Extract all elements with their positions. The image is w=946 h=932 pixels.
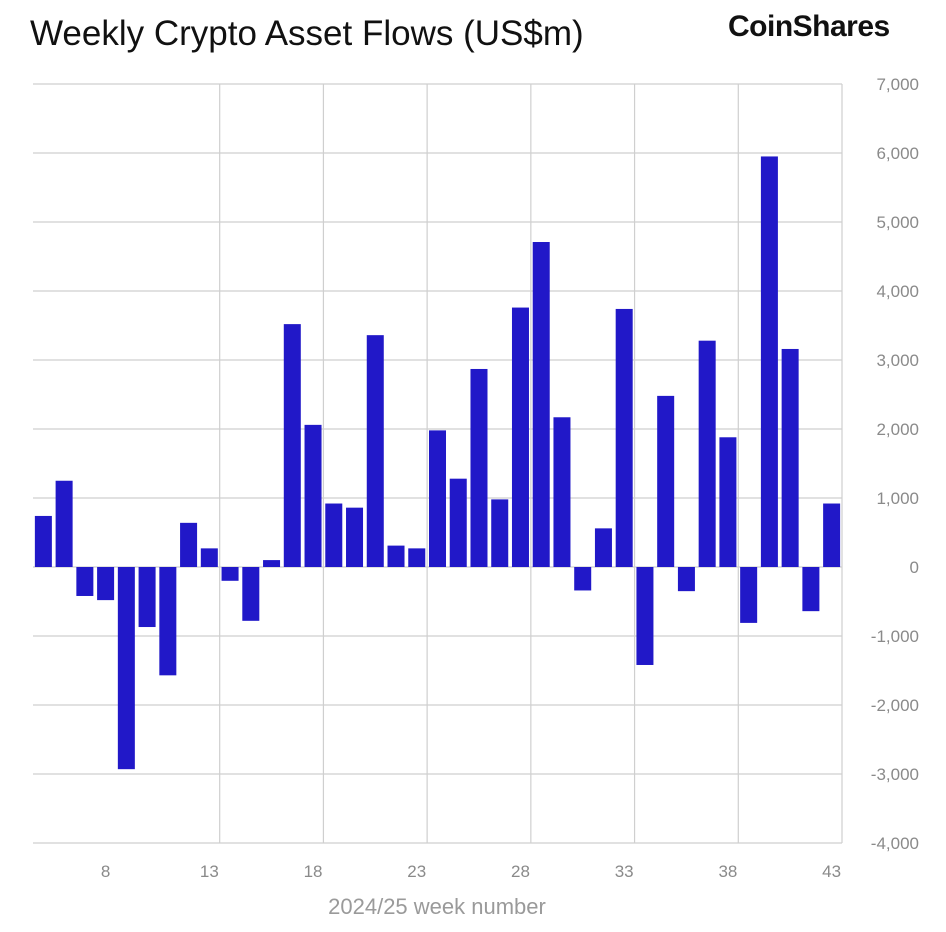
bar: [719, 437, 737, 567]
y-tick-label: 1,000: [876, 489, 919, 508]
bar: [657, 395, 675, 567]
y-tick-label: -3,000: [871, 765, 919, 784]
bar: [470, 368, 488, 567]
bar: [346, 507, 364, 567]
bar: [698, 340, 716, 567]
bar: [283, 324, 301, 567]
y-tick-label: 6,000: [876, 144, 919, 163]
y-axis-ticks: 7,000 6,000 5,000 4,000 3,000 2,000 1,000 0 -1,0…: [871, 75, 919, 853]
bar: [180, 522, 198, 567]
bar: [221, 567, 239, 581]
bar: [553, 417, 571, 567]
x-tick-label: 13: [200, 862, 219, 881]
coinshares-logo: CoinShares: [728, 10, 890, 43]
bar: [802, 567, 820, 612]
x-tick-label: 23: [407, 862, 426, 881]
x-axis-ticks: 8 13 18 23 28 33 38 43: [101, 862, 841, 881]
bars: [34, 156, 841, 770]
bar: [760, 156, 778, 567]
bar: [677, 567, 695, 592]
x-tick-label: 38: [718, 862, 737, 881]
x-tick-label: 33: [615, 862, 634, 881]
bar: [242, 567, 260, 621]
y-tick-label: 7,000: [876, 75, 919, 94]
bar: [491, 499, 509, 567]
bar: [200, 548, 218, 567]
bar: [55, 480, 73, 567]
x-axis-title: 2024/25 week number: [328, 894, 546, 919]
bar: [449, 478, 467, 567]
bar: [408, 548, 426, 567]
y-tick-label: 2,000: [876, 420, 919, 439]
x-tick-label: 28: [511, 862, 530, 881]
y-tick-label: -4,000: [871, 834, 919, 853]
chart-title: Weekly Crypto Asset Flows (US$m): [30, 14, 584, 53]
y-tick-label: -2,000: [871, 696, 919, 715]
bar: [159, 567, 177, 676]
bar: [325, 503, 343, 567]
x-tick-label: 43: [822, 862, 841, 881]
y-tick-label: -1,000: [871, 627, 919, 646]
bar: [823, 503, 841, 567]
bar: [511, 307, 529, 567]
bar: [34, 515, 52, 567]
y-tick-label: 0: [910, 558, 919, 577]
bar: [594, 528, 612, 567]
bar: [740, 567, 758, 623]
bar: [636, 567, 654, 665]
bar: [366, 335, 384, 567]
bar: [387, 545, 405, 567]
bar: [428, 430, 447, 567]
bar: [781, 348, 799, 567]
bar: [304, 424, 322, 567]
bar: [532, 242, 550, 567]
bar: [117, 567, 135, 770]
y-tick-label: 3,000: [876, 351, 919, 370]
bar: [97, 567, 115, 601]
bar: [615, 308, 633, 567]
x-tick-label: 8: [101, 862, 110, 881]
y-tick-label: 5,000: [876, 213, 919, 232]
bar: [138, 567, 156, 628]
y-tick-label: 4,000: [876, 282, 919, 301]
bar: [574, 567, 592, 591]
x-tick-label: 18: [304, 862, 323, 881]
bar: [263, 560, 281, 567]
bar: [76, 567, 94, 596]
